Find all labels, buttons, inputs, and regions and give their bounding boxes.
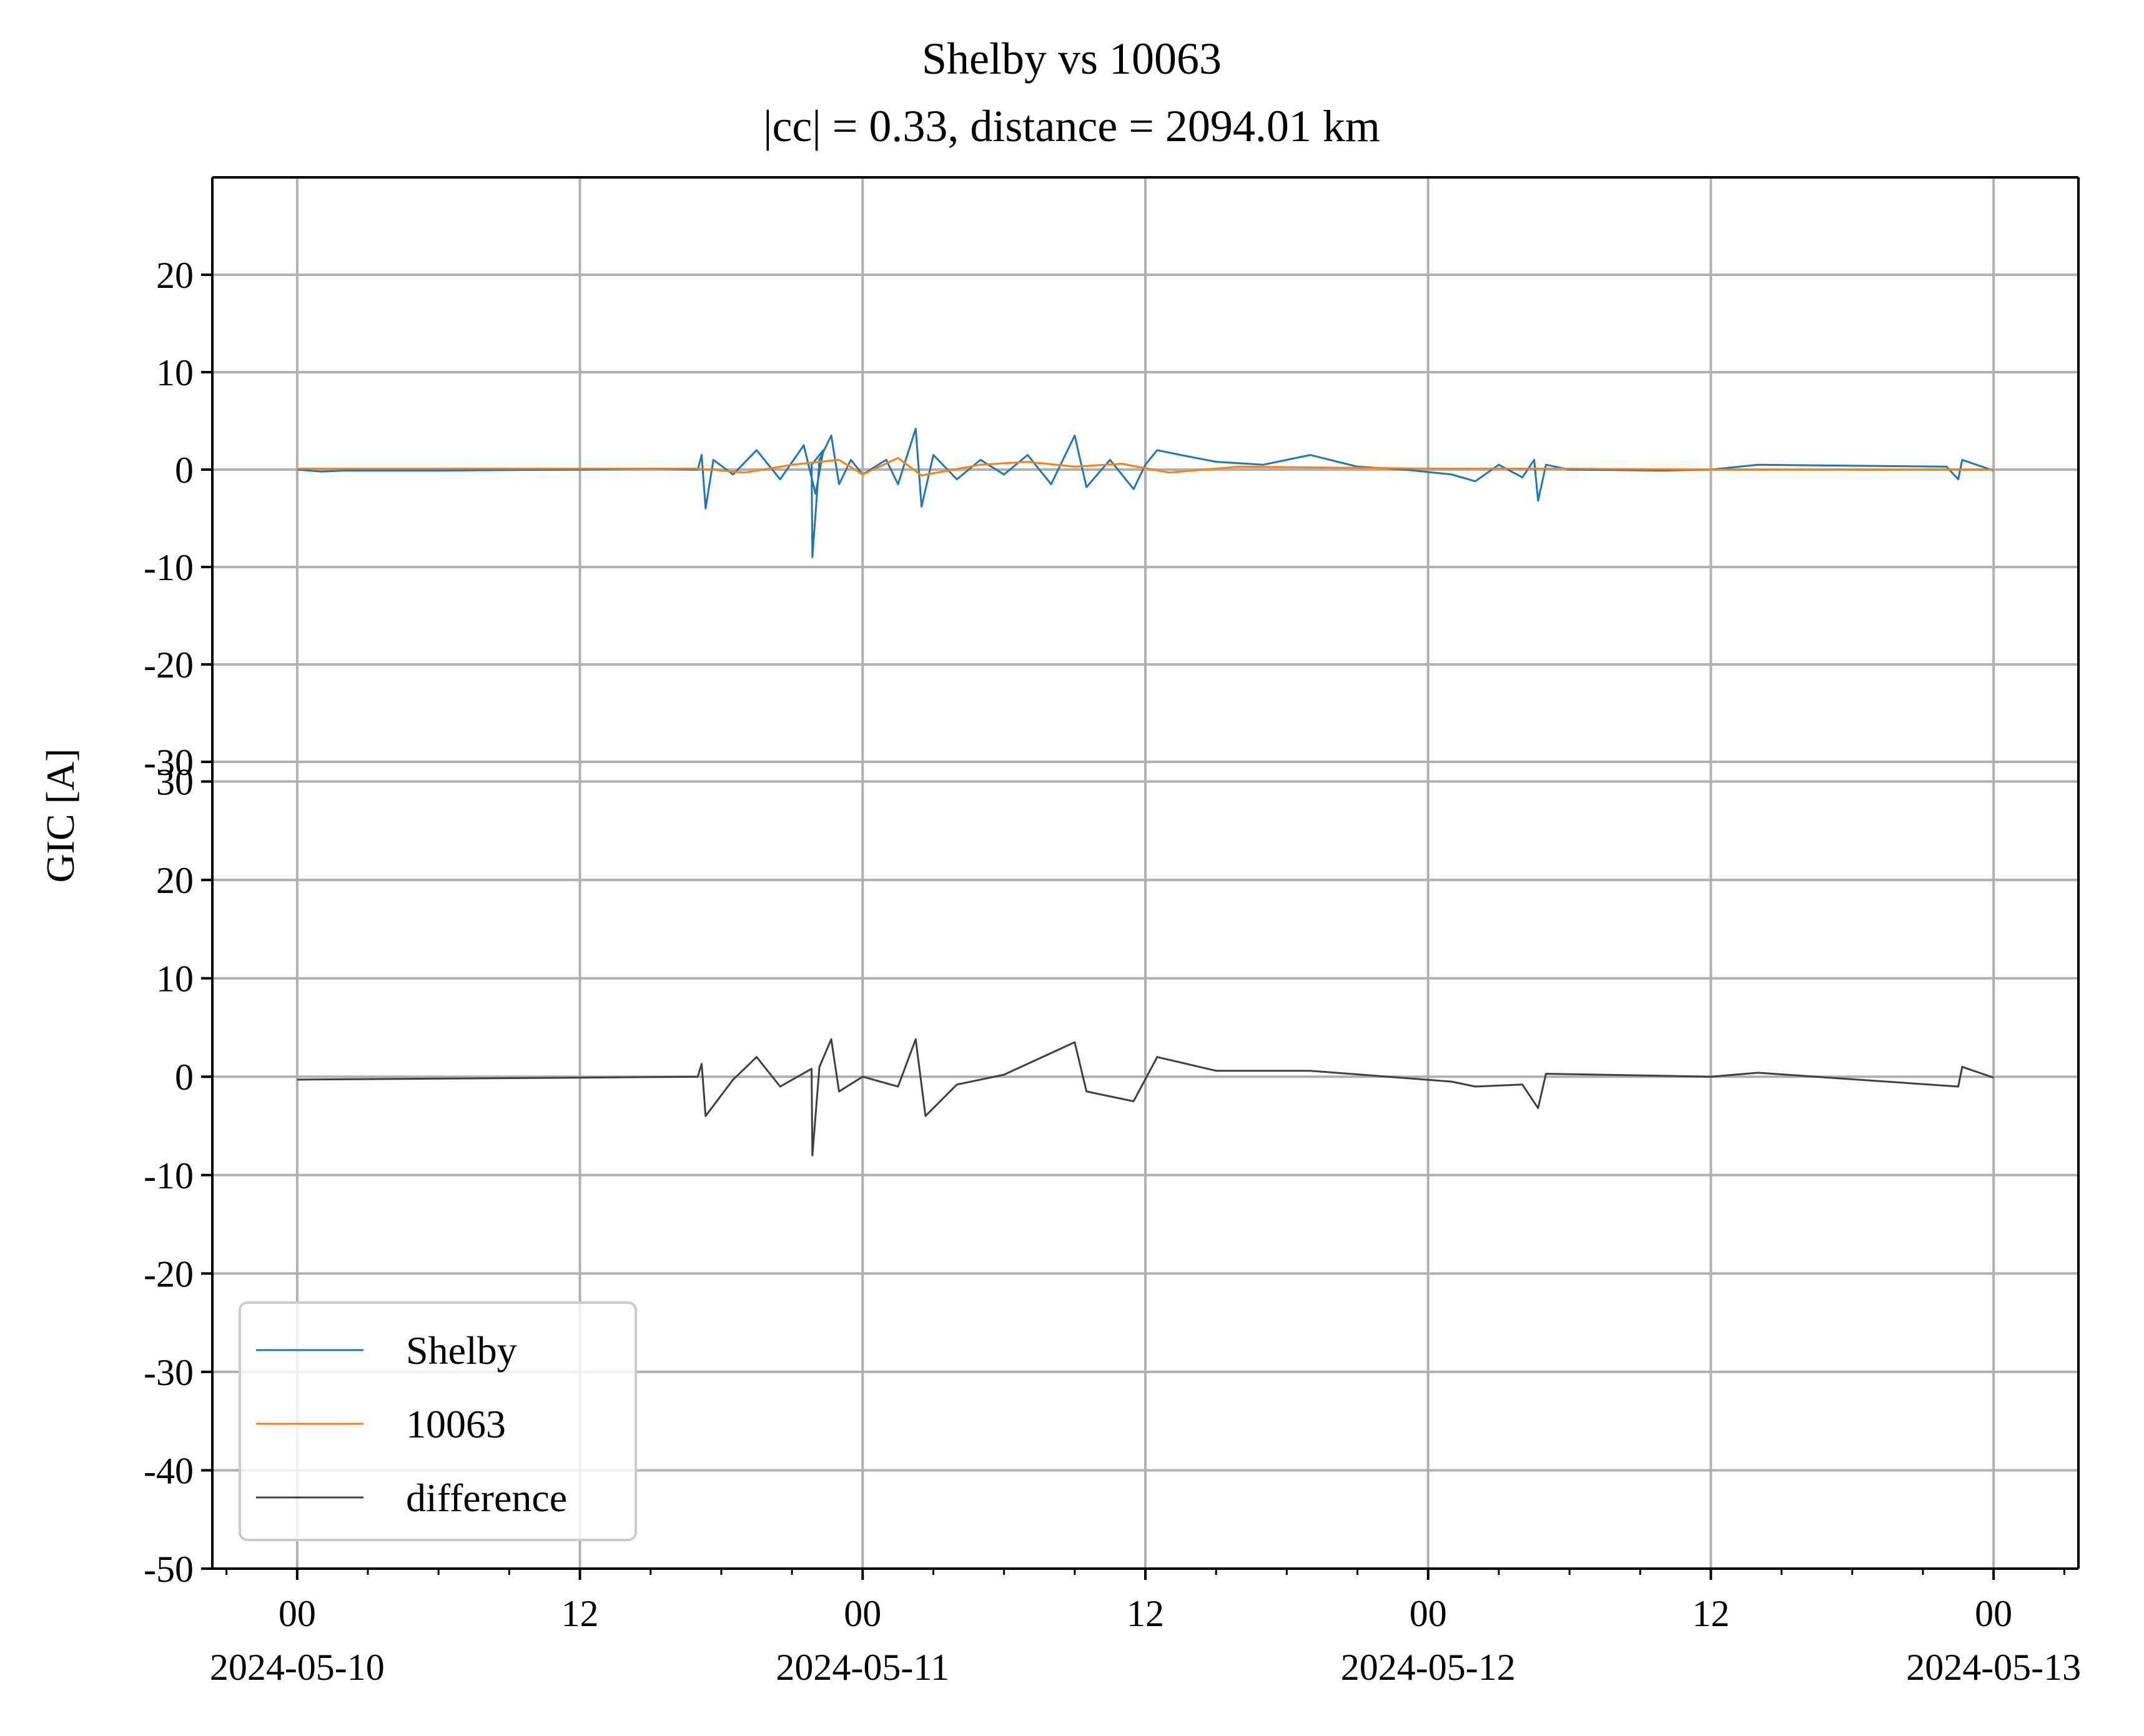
y-tick-label: -20 [144,644,194,686]
legend-label: difference [406,1476,567,1520]
chart-title: Shelby vs 10063 [922,34,1222,84]
legend-label: 10063 [406,1402,506,1446]
x-tick-label: 00 [1410,1593,1447,1634]
x-tick-label: 12 [1692,1593,1729,1634]
y-tick-label: 30 [156,762,194,803]
series-line-10063 [297,456,1994,476]
y-tick-label: -10 [144,1155,194,1196]
y-tick-label: -50 [144,1549,194,1590]
x-tick-label: 00 [279,1593,316,1634]
y-tick-label: 20 [156,860,194,901]
y-tick-label: 10 [156,352,194,393]
y-axis-label: GIC [A] [38,748,82,882]
y-tick-label: -10 [144,547,194,588]
series-line-difference [297,1038,1994,1157]
y-tick-label: -40 [144,1450,194,1491]
y-tick-label: -30 [144,742,194,783]
x-tick-date-label: 2024-05-13 [1906,1647,2081,1688]
y-tick-label: -20 [144,1253,194,1295]
x-tick-label: 12 [561,1593,599,1634]
y-tick-label: 10 [156,959,194,1000]
x-tick-label: 00 [844,1593,881,1634]
x-axis: 00 2024-05-10 12 00 2024-05-11 12 00 2024-05-12… [210,1569,2081,1688]
x-tick-label: 00 [1975,1593,2012,1634]
y-tick-label: 20 [156,255,194,296]
y-tick-label: 0 [175,1057,194,1098]
series-line-Shelby [297,428,1994,558]
x-tick-date-label: 2024-05-10 [210,1647,385,1688]
legend: Shelby 10063 difference [239,1301,637,1541]
y-tick-label: 0 [175,450,194,491]
chart-subtitle: |cc| = 0.33, distance = 2094.01 km [763,101,1380,151]
x-tick-date-label: 2024-05-12 [1341,1647,1516,1688]
x-tick-date-label: 2024-05-11 [776,1647,949,1688]
top-panel: -30 -20 -10 0 10 20 [144,176,2080,783]
legend-box [239,1301,637,1541]
x-tick-label: 12 [1127,1593,1164,1634]
y-tick-label: -30 [144,1352,194,1393]
legend-label: Shelby [406,1328,517,1373]
